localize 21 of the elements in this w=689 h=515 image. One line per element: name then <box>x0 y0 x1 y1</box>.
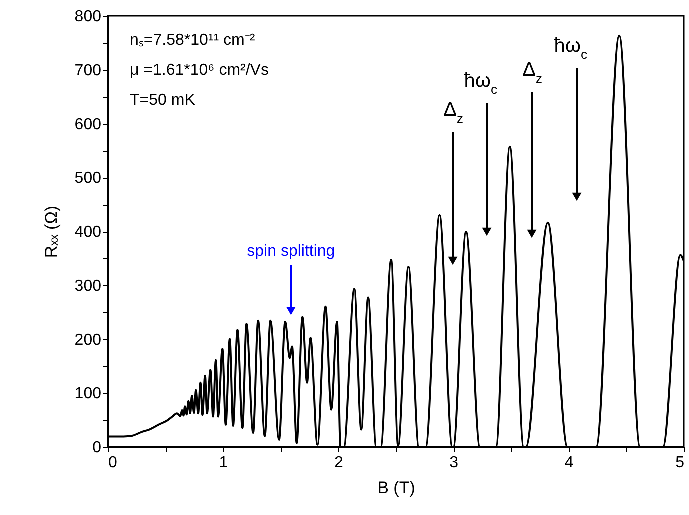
y-tick-label: 0 <box>92 440 102 456</box>
x-tick-label: 1 <box>219 454 228 472</box>
x-tick-label: 0 <box>108 454 118 472</box>
y-tick-label: 300 <box>74 278 102 295</box>
x-axis-title: B (T) <box>378 478 416 498</box>
y-tick-label: 200 <box>74 332 102 349</box>
annotation: μ =1.61*10⁶ cm²/Vs <box>130 62 269 79</box>
y-tick-label: 400 <box>74 224 102 241</box>
y-tick-label: 600 <box>74 116 102 134</box>
y-tick-label: 700 <box>74 62 102 80</box>
y-tick-label: 800 <box>74 8 102 26</box>
x-tick-label: 3 <box>450 454 459 472</box>
annotation: spin splitting <box>247 243 336 260</box>
annotation: T=50 mK <box>130 92 196 109</box>
x-tick-label: 5 <box>676 454 685 472</box>
x-tick-label: 2 <box>334 454 344 472</box>
y-axis-title: Rₓₓ (Ω) <box>42 206 61 258</box>
x-tick-label: 4 <box>564 454 574 472</box>
y-tick-label: 100 <box>74 386 102 403</box>
annotation: nₛ=7.58*10¹¹ cm⁻² <box>130 32 256 49</box>
y-tick-label: 500 <box>74 170 102 188</box>
